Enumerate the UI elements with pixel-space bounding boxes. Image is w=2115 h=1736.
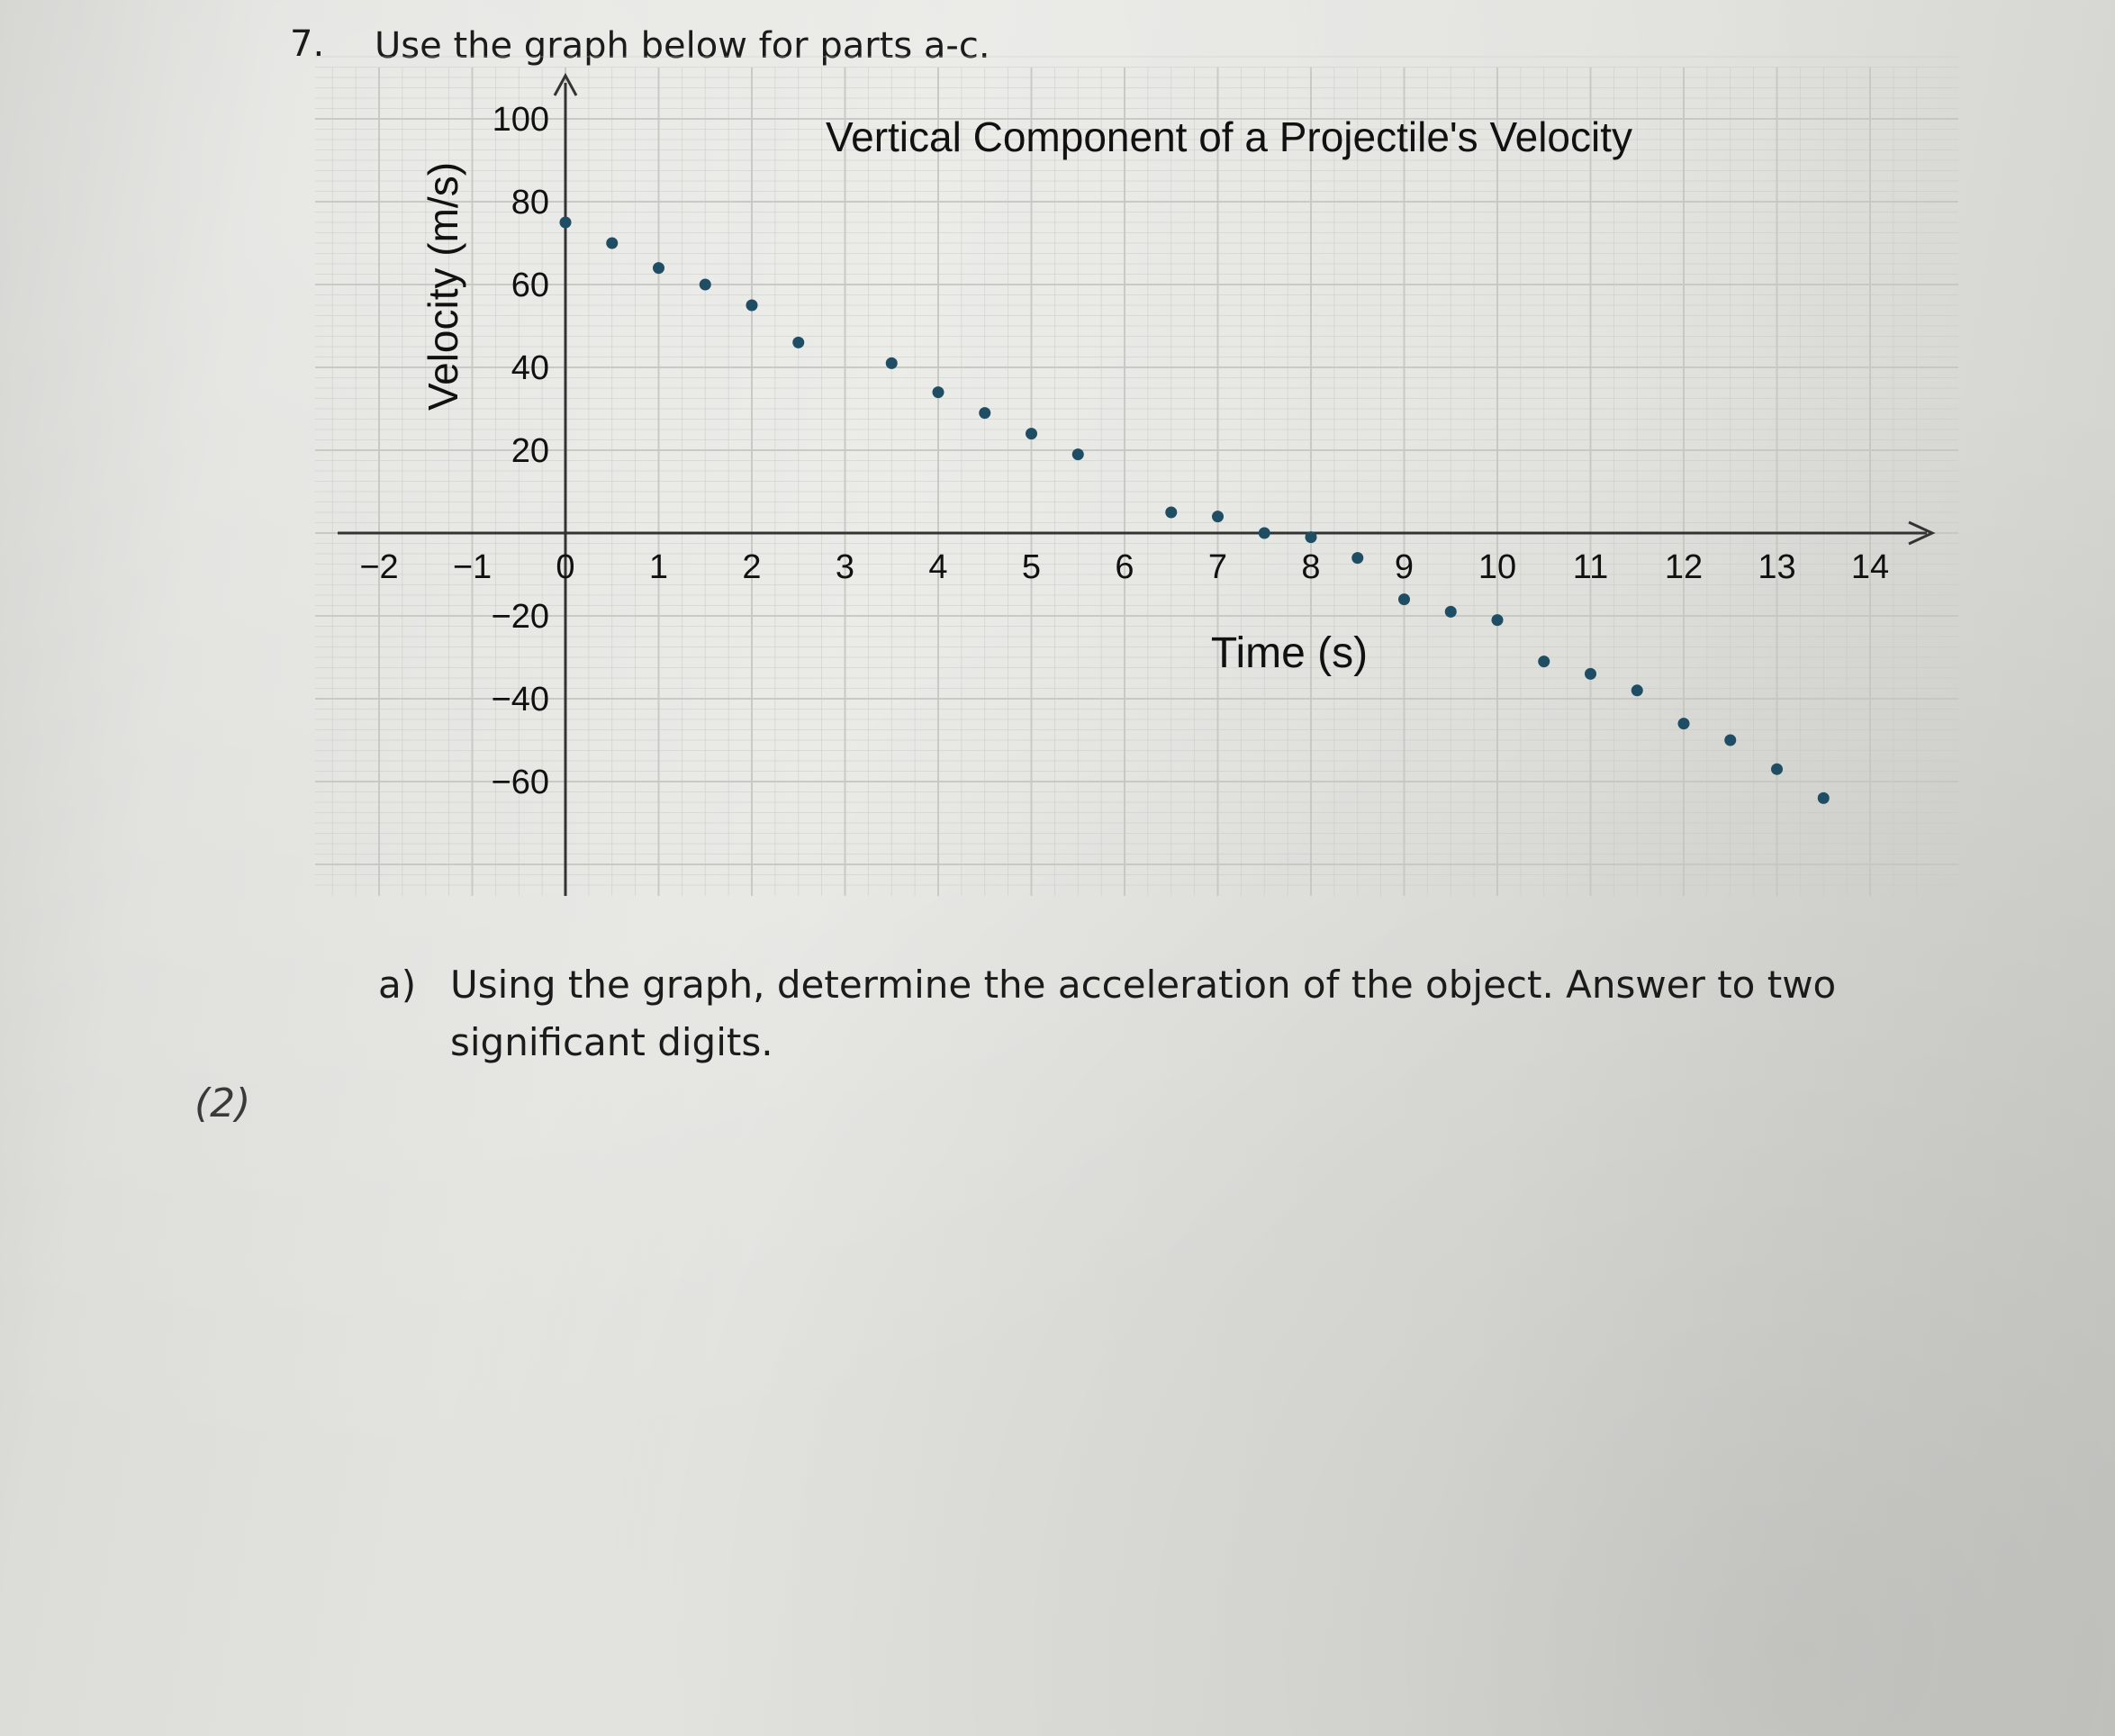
y-tick-label: 80 (511, 184, 549, 222)
x-tick-label: 0 (556, 548, 574, 586)
data-point (1258, 527, 1270, 539)
y-tick-label: 20 (511, 432, 549, 470)
marks-value: (2) (194, 1080, 251, 1126)
y-tick-label: −20 (492, 598, 549, 636)
x-tick-label: −2 (359, 548, 398, 586)
y-axis-arrow (553, 72, 578, 96)
x-tick-label: 7 (1208, 548, 1227, 586)
part-a-question: a) Using the graph, determine the accele… (378, 956, 1855, 1071)
data-point (1305, 531, 1317, 544)
part-a-text: Using the graph, determine the accelerat… (450, 963, 1837, 1064)
y-tick-label: −40 (492, 681, 549, 719)
x-tick-label: 5 (1022, 548, 1041, 586)
data-point (1398, 593, 1410, 606)
data-point (1677, 718, 1690, 730)
data-point (1585, 667, 1596, 680)
x-tick-label: 1 (649, 548, 668, 586)
x-tick-label: 3 (836, 548, 854, 586)
data-point (885, 357, 898, 369)
data-point (1631, 684, 1643, 697)
question-number: 7. (290, 23, 325, 65)
part-a-label: a) (378, 963, 417, 1007)
x-tick-label: 14 (1851, 548, 1889, 586)
x-tick-label: 10 (1478, 548, 1516, 586)
x-axis-arrow (1908, 520, 1936, 546)
x-tick-label: 11 (1573, 548, 1608, 586)
data-point (1771, 763, 1783, 775)
data-point (1026, 428, 1037, 440)
x-tick-label: −1 (453, 548, 492, 586)
chart-data-points (559, 216, 1830, 804)
chart-grid (315, 56, 1958, 896)
data-point (606, 237, 619, 249)
data-point (1165, 506, 1178, 519)
x-tick-label: 6 (1115, 548, 1134, 586)
chart-title: Vertical Component of a Projectile's Vel… (826, 113, 1632, 160)
data-point (1538, 656, 1550, 668)
data-point (559, 216, 572, 229)
data-point (1444, 605, 1457, 618)
x-tick-label: 13 (1758, 548, 1795, 586)
data-point (1351, 552, 1364, 565)
data-point (932, 386, 945, 399)
data-point (653, 262, 664, 275)
data-point (1817, 791, 1830, 804)
x-tick-label: 9 (1395, 548, 1414, 586)
question-prompt: Use the graph below for parts a-c. (375, 25, 990, 67)
chart-axes (338, 72, 1936, 896)
data-point (746, 299, 758, 312)
data-point (1491, 614, 1504, 627)
y-tick-label: 60 (511, 267, 549, 304)
y-tick-label: −60 (492, 764, 549, 801)
x-tick-label: 2 (742, 548, 761, 586)
x-tick-label: 4 (928, 548, 947, 586)
data-point (979, 407, 991, 420)
data-point (792, 336, 805, 348)
y-axis-label: Velocity (m/s) (420, 162, 466, 411)
x-axis-label: Time (s) (1211, 629, 1368, 677)
y-tick-label: 40 (511, 349, 549, 387)
velocity-time-chart: −2 −1 0 1 2 3 4 5 6 7 8 9 10 11 12 13 1410080604020−20−4… (315, 56, 1958, 896)
chart-tick-labels: −2 −1 0 1 2 3 4 5 6 7 8 9 10 11 12 13 1410080604020−20−4… (359, 101, 1889, 801)
x-tick-label: 8 (1301, 548, 1320, 586)
data-point (1212, 511, 1224, 523)
data-point (1724, 734, 1737, 746)
y-tick-label: 100 (493, 101, 549, 139)
data-point (1071, 448, 1084, 461)
x-tick-label: 12 (1665, 548, 1703, 586)
data-point (699, 278, 711, 291)
